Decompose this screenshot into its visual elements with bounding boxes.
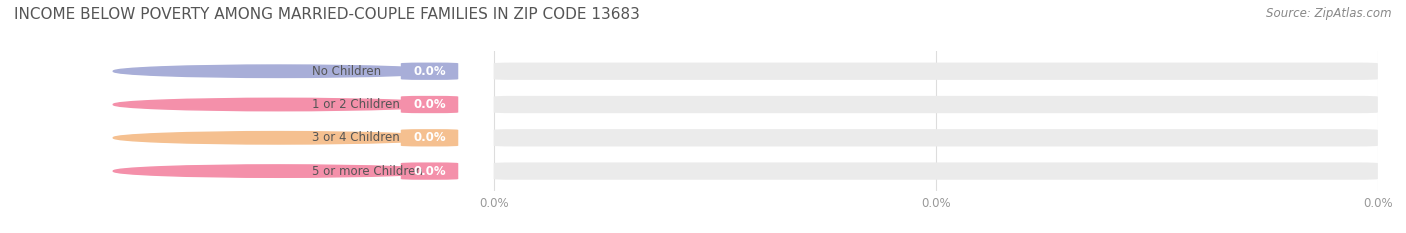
FancyBboxPatch shape <box>494 129 1378 147</box>
FancyBboxPatch shape <box>259 129 458 147</box>
Text: 0.0%: 0.0% <box>413 65 446 78</box>
Circle shape <box>114 98 444 111</box>
FancyBboxPatch shape <box>259 162 458 180</box>
Circle shape <box>114 65 444 77</box>
FancyBboxPatch shape <box>401 129 458 147</box>
Text: 5 or more Children: 5 or more Children <box>312 164 423 178</box>
Text: 0.0%: 0.0% <box>413 164 446 178</box>
Circle shape <box>114 165 444 177</box>
FancyBboxPatch shape <box>259 96 458 113</box>
FancyBboxPatch shape <box>494 63 1378 80</box>
FancyBboxPatch shape <box>259 63 458 80</box>
Text: INCOME BELOW POVERTY AMONG MARRIED-COUPLE FAMILIES IN ZIP CODE 13683: INCOME BELOW POVERTY AMONG MARRIED-COUPL… <box>14 7 640 22</box>
FancyBboxPatch shape <box>494 96 1378 113</box>
Text: Source: ZipAtlas.com: Source: ZipAtlas.com <box>1267 7 1392 20</box>
Text: 1 or 2 Children: 1 or 2 Children <box>312 98 401 111</box>
FancyBboxPatch shape <box>494 162 1378 180</box>
FancyBboxPatch shape <box>401 162 458 180</box>
Text: 0.0%: 0.0% <box>413 98 446 111</box>
Text: 0.0%: 0.0% <box>413 131 446 144</box>
FancyBboxPatch shape <box>401 63 458 80</box>
FancyBboxPatch shape <box>401 96 458 113</box>
Text: 3 or 4 Children: 3 or 4 Children <box>312 131 401 144</box>
Text: No Children: No Children <box>312 65 381 78</box>
Circle shape <box>114 132 444 144</box>
